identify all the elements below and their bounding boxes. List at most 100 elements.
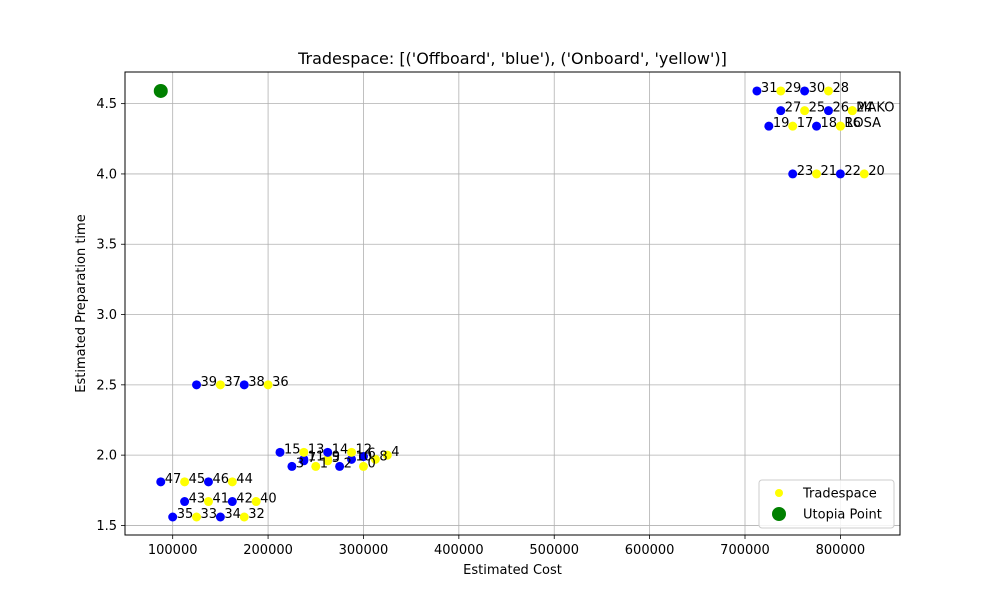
data-point-label: 3: [296, 456, 304, 471]
x-tick-label: 300000: [339, 543, 389, 558]
y-tick-label: 3.0: [96, 308, 117, 323]
data-point-label: 32: [248, 507, 265, 522]
data-point: [275, 447, 285, 457]
data-point: [192, 512, 202, 522]
utopia-point: [153, 83, 168, 98]
data-point-label: 12: [356, 442, 373, 457]
data-point: [370, 454, 380, 464]
grid: [125, 72, 900, 535]
data-point: [203, 497, 213, 507]
data-point-label: 29: [785, 81, 802, 96]
data-point-label: 47: [165, 472, 182, 487]
data-point: [776, 86, 786, 96]
data-point: [299, 447, 309, 457]
data-point-label: 31: [761, 81, 778, 96]
x-tick-label: 100000: [148, 543, 198, 558]
data-point: [239, 380, 249, 390]
data-point-label: 27: [785, 101, 802, 116]
data-point-label: 18: [821, 116, 838, 131]
y-tick-label: 1.5: [96, 519, 117, 534]
data-point: [859, 169, 869, 179]
data-point: [323, 447, 333, 457]
data-point-label: 36: [272, 375, 289, 390]
data-point: [835, 169, 845, 179]
y-axis-ticks: 1.5 2.0 2.5 3.0 3.5 4.0 4.5: [96, 97, 125, 534]
data-point-label: 2: [344, 456, 352, 471]
data-point-label: 14: [332, 442, 349, 457]
data-point-label: 38: [248, 375, 265, 390]
data-point: [788, 169, 798, 179]
data-point: [835, 121, 845, 131]
x-tick-label: 800000: [816, 543, 866, 558]
data-point: [347, 447, 357, 457]
legend-label-tradespace: Tradespace: [802, 487, 877, 502]
data-point: [764, 121, 774, 131]
data-point-label: 21: [821, 164, 838, 179]
data-point-label: 11: [308, 449, 325, 464]
data-point-label: 28: [832, 81, 849, 96]
data-point-label: 26: [832, 101, 849, 116]
x-tick-label: 400000: [434, 543, 484, 558]
data-point: [227, 477, 237, 487]
legend-marker-tradespace: [775, 489, 783, 497]
data-point-label: 35: [177, 507, 194, 522]
data-point: [192, 380, 202, 390]
data-point: [347, 454, 357, 464]
data-point: [311, 461, 321, 471]
x-tick-label: 600000: [625, 543, 675, 558]
data-point-label: 23: [797, 164, 814, 179]
data-point: [287, 461, 297, 471]
data-point: [227, 497, 237, 507]
data-point: [812, 169, 822, 179]
data-point: [752, 86, 762, 96]
data-point-label: 19: [773, 116, 790, 131]
data-point-label: 9: [332, 449, 340, 464]
x-tick-label: 500000: [529, 543, 579, 558]
data-point-label: 34: [224, 507, 241, 522]
data-point-label: 20: [868, 164, 885, 179]
data-point: [335, 461, 345, 471]
x-tick-label: 700000: [720, 543, 770, 558]
legend: Tradespace Utopia Point: [758, 479, 895, 529]
data-point-label: 42: [236, 492, 253, 507]
data-point: [251, 497, 261, 507]
data-point-label: 15: [284, 442, 301, 457]
data-point-label: 6: [367, 447, 375, 462]
data-point-label: 40: [260, 492, 277, 507]
data-point-label: 10: [356, 449, 373, 464]
chart-title: Tradespace: [('Offboard', 'blue'), ('Onb…: [297, 49, 727, 68]
data-point: [180, 497, 190, 507]
data-point: [800, 106, 810, 116]
data-point: [323, 454, 333, 464]
y-tick-label: 2.5: [96, 378, 117, 393]
data-point-label: 37: [224, 375, 241, 390]
data-point: [847, 106, 857, 116]
data-point: [239, 512, 249, 522]
data-point: [823, 106, 833, 116]
data-point: [382, 450, 392, 460]
data-point: [776, 106, 786, 116]
data-point-label: 17: [797, 116, 814, 131]
data-point-label: 45: [189, 472, 206, 487]
data-point-label: ROSA: [844, 116, 881, 131]
data-point-label: 41: [212, 492, 229, 507]
data-point: [203, 477, 213, 487]
data-point: [823, 86, 833, 96]
data-point: [358, 452, 368, 462]
y-tick-label: 3.5: [96, 238, 117, 253]
data-point-label: 5: [332, 451, 340, 466]
data-point: [812, 121, 822, 131]
x-axis-ticks: 100000 200000 300000 400000 500000 600000 7000…: [148, 535, 865, 558]
data-point-label: 25: [809, 101, 826, 116]
data-point: [168, 512, 178, 522]
legend-marker-utopia-point: [772, 507, 786, 521]
data-point-label: 13: [308, 442, 325, 457]
data-point-label: 44: [236, 472, 253, 487]
data-point-label: MAKO: [856, 101, 894, 116]
data-point: [800, 86, 810, 96]
data-point: [215, 512, 225, 522]
data-point-label: 39: [201, 375, 218, 390]
y-axis-label: Estimated Preparation time: [74, 214, 89, 392]
data-point: [788, 121, 798, 131]
